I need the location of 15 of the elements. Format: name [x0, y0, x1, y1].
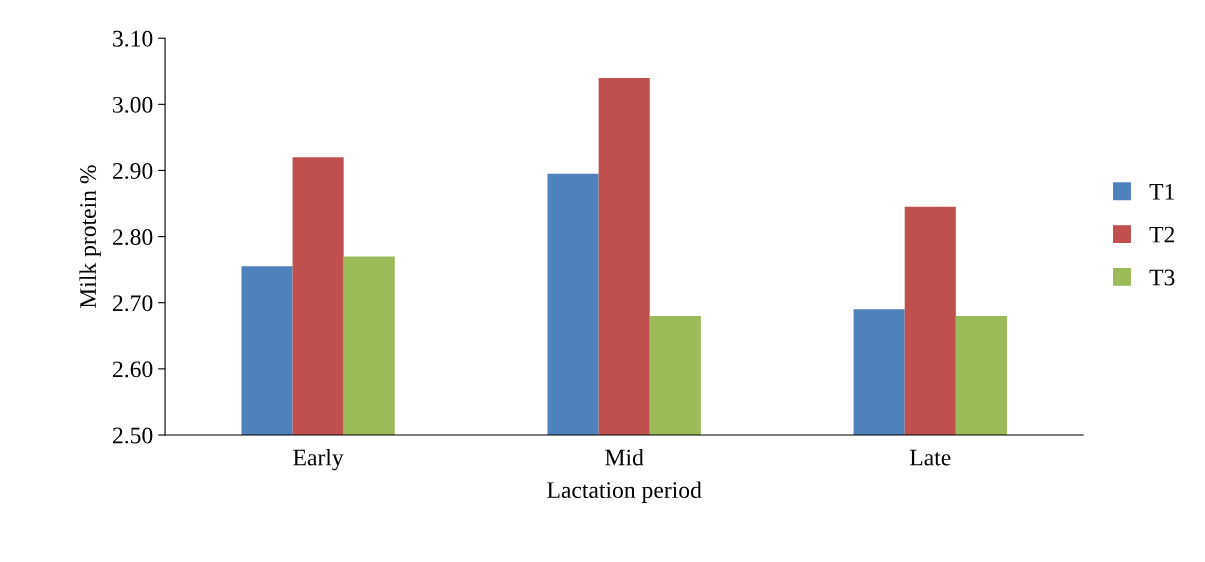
- y-tick-label: 2.70: [113, 295, 153, 312]
- x-tick-label: Mid: [605, 448, 644, 466]
- y-tick-label: 2.50: [113, 427, 153, 444]
- y-tick-label: 3.10: [113, 30, 153, 47]
- legend-label: T1: [1149, 183, 1174, 200]
- legend-label: T3: [1149, 269, 1175, 286]
- legend-label: T2: [1149, 226, 1175, 243]
- y-tick-label: 2.80: [113, 229, 153, 246]
- y-tick-label: 2.60: [113, 361, 153, 378]
- x-axis-title: Lactation period: [547, 481, 702, 503]
- x-tick-label: Early: [293, 448, 344, 471]
- y-axis-title: Milk protein %: [79, 165, 101, 309]
- y-tick-label: 3.00: [113, 96, 153, 113]
- x-tick-label: Late: [909, 449, 951, 466]
- y-tick-label: 2.90: [113, 162, 153, 179]
